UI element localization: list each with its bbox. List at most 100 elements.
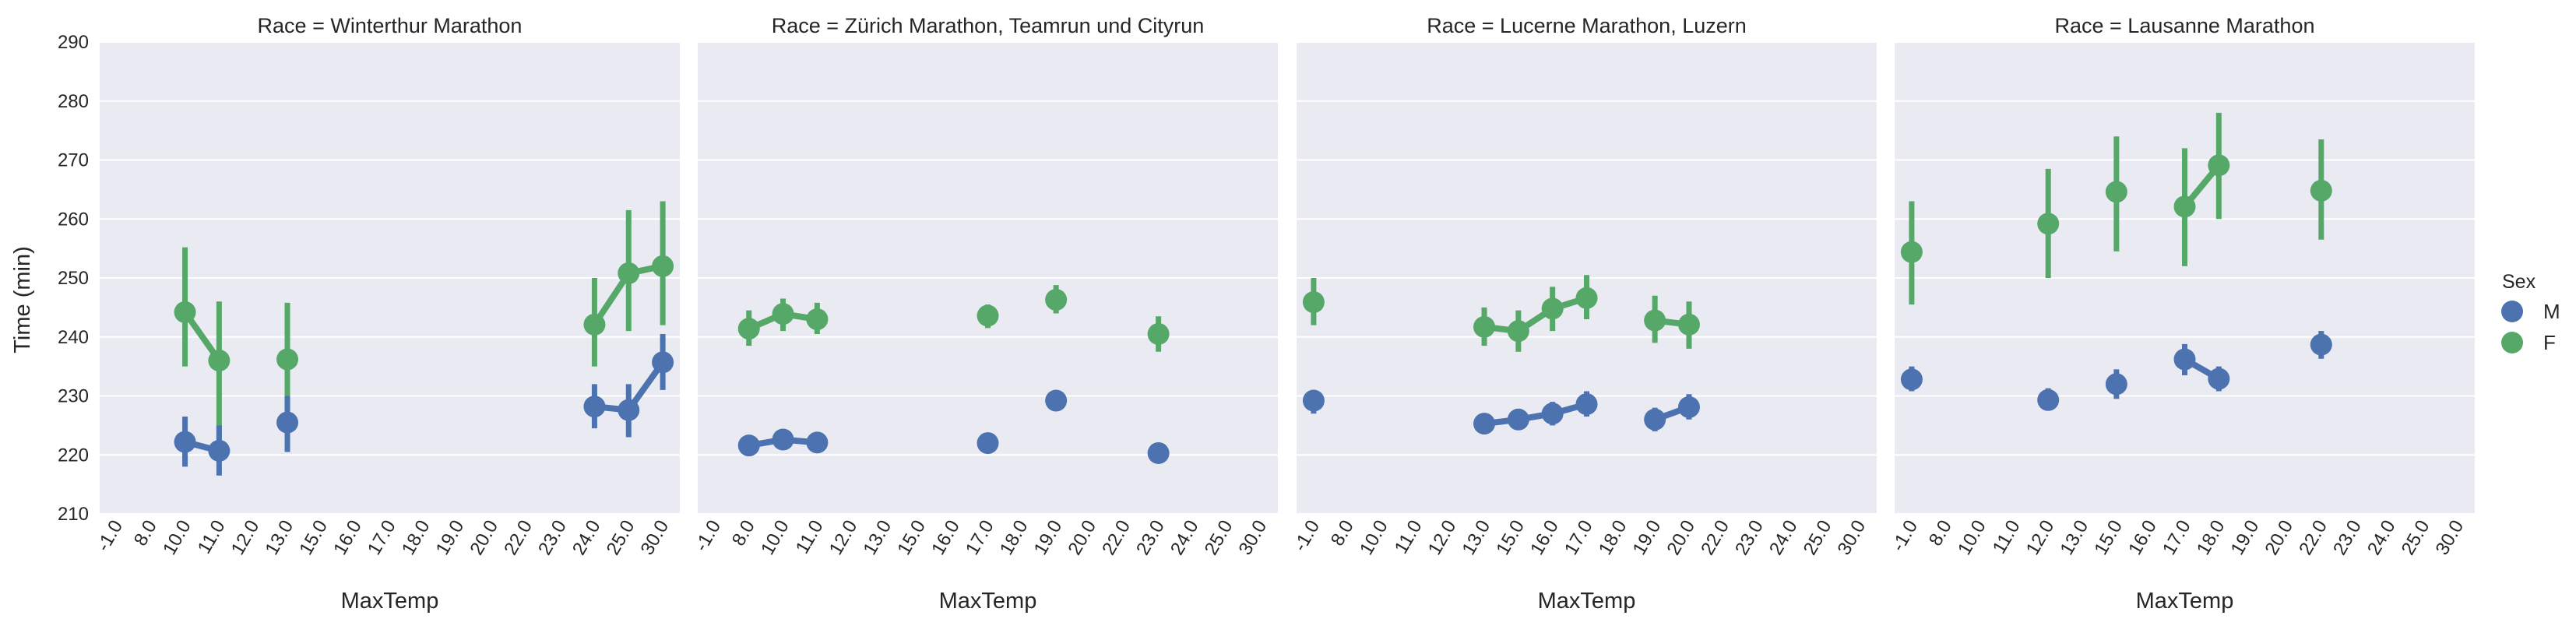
x-tick-label: 18.0 bbox=[398, 517, 435, 559]
x-tick-label: 19.0 bbox=[1629, 517, 1666, 559]
data-point bbox=[1644, 408, 1666, 431]
x-tick-label: 10.0 bbox=[1356, 517, 1392, 559]
x-tick-label: 8.0 bbox=[728, 517, 759, 550]
data-point bbox=[1302, 291, 1325, 314]
data-point bbox=[2105, 181, 2127, 203]
data-point bbox=[1541, 297, 1564, 320]
x-tick-label: 19.0 bbox=[1030, 517, 1067, 559]
data-point bbox=[2173, 348, 2196, 371]
data-point bbox=[1507, 408, 1529, 431]
x-tick-label: 16.0 bbox=[1526, 517, 1563, 559]
data-point bbox=[276, 411, 299, 434]
x-tick-label: 12.0 bbox=[1424, 517, 1461, 559]
x-tick-label: 8.0 bbox=[1327, 517, 1358, 550]
data-point bbox=[1541, 403, 1564, 425]
data-point bbox=[1045, 289, 1068, 311]
x-tick-label: 30.0 bbox=[1834, 517, 1870, 559]
y-tick-label: 210 bbox=[58, 504, 89, 525]
x-tick-label: 16.0 bbox=[927, 517, 964, 559]
series-M bbox=[1900, 331, 2332, 411]
legend-title: Sex bbox=[2502, 271, 2536, 293]
x-tick-label: 11.0 bbox=[194, 517, 230, 557]
x-axis-label: MaxTemp bbox=[2136, 589, 2234, 614]
x-tick-label: 24.0 bbox=[568, 517, 605, 559]
x-tick-label: -1.0 bbox=[1888, 517, 1922, 555]
panel-title: Race = Lausanne Marathon bbox=[2055, 14, 2315, 37]
data-point bbox=[1575, 393, 1598, 416]
data-point bbox=[977, 304, 999, 327]
x-tick-label: 24.0 bbox=[1765, 517, 1802, 559]
panel-1: 210 220 230 240 250 260 270 280 290 Race = Winter… bbox=[58, 14, 680, 614]
series-M bbox=[1302, 389, 1700, 435]
data-point bbox=[2037, 389, 2060, 411]
data-point bbox=[208, 350, 231, 372]
panel-2: Race = Zürich Marathon, Teamrun und City… bbox=[691, 14, 1278, 614]
x-tick-label: 20.0 bbox=[1663, 517, 1699, 559]
y-tick-label: 250 bbox=[58, 268, 89, 289]
x-tick-label: 12.0 bbox=[825, 517, 862, 559]
x-tick-label: 30.0 bbox=[1235, 517, 1272, 559]
data-point bbox=[174, 431, 196, 453]
data-point bbox=[618, 399, 640, 421]
data-point bbox=[1045, 389, 1068, 412]
x-tick-label: 15.0 bbox=[893, 517, 930, 559]
data-point bbox=[1677, 396, 1700, 418]
x-tick-label: 13.0 bbox=[261, 517, 297, 559]
x-tick-label: 30.0 bbox=[2432, 517, 2469, 559]
data-point bbox=[806, 431, 829, 454]
x-tick-label: 10.0 bbox=[757, 517, 794, 559]
x-tick-label: 22.0 bbox=[500, 517, 537, 559]
data-point bbox=[583, 313, 606, 336]
x-tick-label: 16.0 bbox=[2124, 517, 2161, 559]
y-tick-label: 220 bbox=[58, 445, 89, 466]
data-point bbox=[1677, 313, 1700, 336]
y-axis-label: Time (min) bbox=[10, 246, 35, 353]
data-point bbox=[1302, 389, 1325, 412]
y-tick-label: 230 bbox=[58, 386, 89, 407]
data-point bbox=[2105, 373, 2127, 396]
data-point bbox=[1900, 368, 1923, 391]
data-point bbox=[652, 255, 674, 277]
x-tick-label: 23.0 bbox=[2329, 517, 2366, 559]
x-tick-label: 22.0 bbox=[1697, 517, 1733, 559]
panel-4: Race = Lausanne Marathon-1.0 8.010.011.01… bbox=[1888, 14, 2475, 614]
x-tick-label: 23.0 bbox=[1731, 517, 1768, 559]
x-tick-label: 11.0 bbox=[1989, 517, 2025, 557]
data-point bbox=[2173, 195, 2196, 218]
x-tick-label: 19.0 bbox=[2227, 517, 2264, 559]
x-tick-label: 11.0 bbox=[1391, 517, 1427, 557]
data-point bbox=[276, 348, 299, 371]
x-tick-label: 19.0 bbox=[432, 517, 469, 559]
x-tick-label: 8.0 bbox=[130, 517, 161, 550]
y-tick-label: 270 bbox=[58, 150, 89, 171]
data-point bbox=[583, 396, 606, 418]
data-point bbox=[2037, 213, 2060, 235]
x-tick-label: -1.0 bbox=[1290, 517, 1324, 555]
x-tick-label: 30.0 bbox=[637, 517, 674, 559]
data-point bbox=[737, 434, 760, 457]
data-point bbox=[1507, 320, 1529, 343]
data-point bbox=[2208, 154, 2230, 177]
x-tick-label: 25.0 bbox=[603, 517, 639, 559]
x-axis-label: MaxTemp bbox=[939, 589, 1037, 614]
x-tick-label: 25.0 bbox=[1800, 517, 1836, 559]
x-tick-label: 12.0 bbox=[227, 517, 264, 559]
data-point bbox=[618, 262, 640, 284]
x-tick-label: 23.0 bbox=[1132, 517, 1169, 559]
legend-label: M bbox=[2543, 300, 2560, 323]
data-point bbox=[1575, 287, 1598, 309]
data-point bbox=[1900, 241, 1923, 263]
x-axis-label: MaxTemp bbox=[1538, 589, 1636, 614]
legend-marker-M bbox=[2501, 301, 2523, 322]
panel-title: Race = Lucerne Marathon, Luzern bbox=[1427, 14, 1747, 37]
x-tick-label: 15.0 bbox=[1492, 517, 1529, 559]
x-tick-label: 13.0 bbox=[859, 517, 896, 559]
data-point bbox=[2208, 368, 2230, 390]
data-point bbox=[174, 301, 196, 323]
y-tick-label: 260 bbox=[58, 209, 89, 230]
x-tick-label: 10.0 bbox=[1954, 517, 1990, 559]
data-point bbox=[652, 351, 674, 374]
x-tick-label: 25.0 bbox=[2398, 517, 2434, 559]
data-point bbox=[1147, 441, 1170, 464]
data-point bbox=[1147, 322, 1170, 345]
